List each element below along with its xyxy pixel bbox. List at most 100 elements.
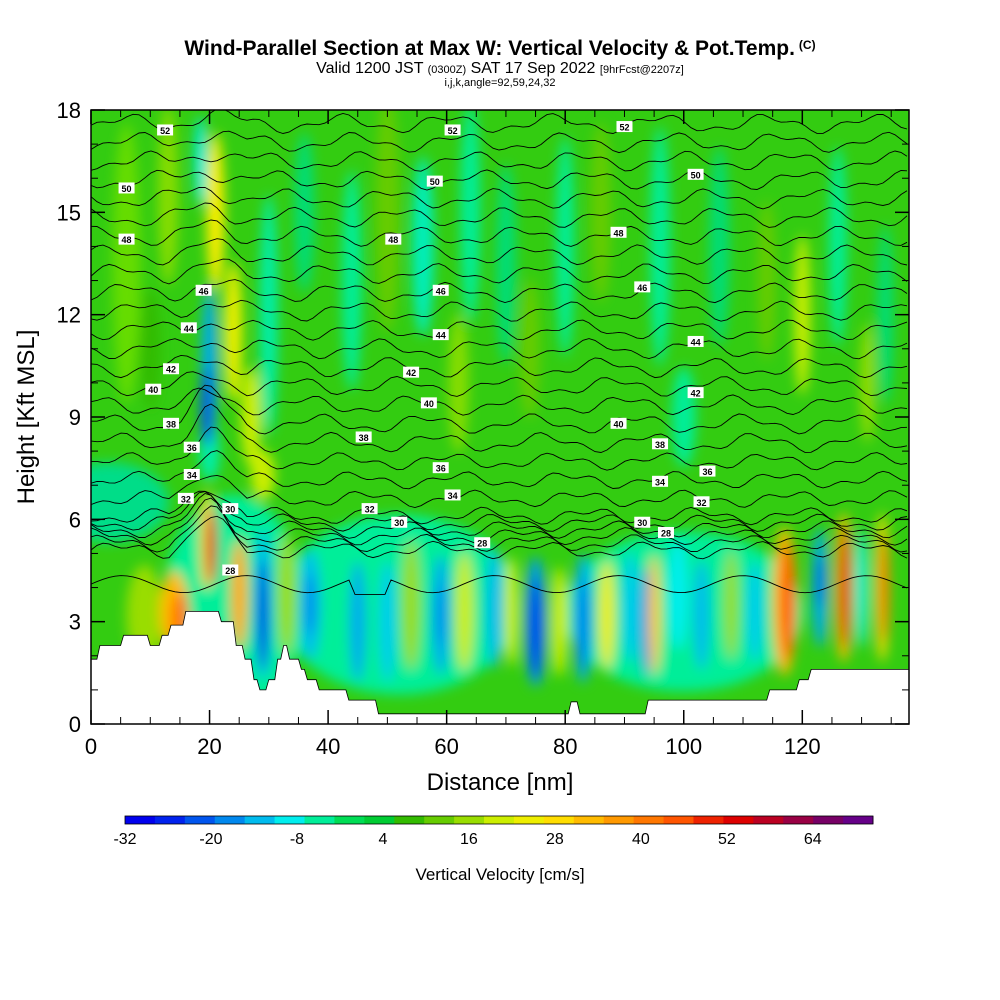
contour-label-text: 28 — [477, 539, 487, 549]
contour-label: 32 — [361, 503, 378, 515]
contour-label-text: 50 — [691, 170, 701, 180]
colorbar-swatch — [214, 816, 246, 824]
terrain-mask — [91, 611, 909, 724]
colorbar-swatch — [813, 816, 844, 824]
colorbar-tick-label: 4 — [378, 831, 387, 848]
x-tick-label: 100 — [665, 734, 702, 759]
contour-label: 34 — [183, 468, 200, 480]
contour-label: 44 — [432, 329, 449, 341]
contour-label: 52 — [157, 124, 174, 136]
colorbar-tick-label: 40 — [632, 831, 650, 848]
contour-label-text: 36 — [187, 443, 197, 453]
contour-label: 46 — [195, 284, 212, 296]
colorbar-swatch — [513, 816, 545, 824]
colorbar-swatch — [633, 816, 665, 824]
contour-label-text: 28 — [661, 528, 671, 538]
colorbar-title: Vertical Velocity [cm/s] — [415, 865, 584, 884]
contour-label: 32 — [177, 492, 194, 504]
colorbar-swatch — [573, 816, 605, 824]
colorbar-swatch — [184, 816, 216, 824]
y-tick-label: 0 — [69, 712, 81, 737]
contour-label-text: 38 — [166, 419, 176, 429]
contour-label-text: 42 — [691, 389, 701, 399]
colorbar-swatch — [244, 816, 276, 824]
contour-label-text: 36 — [436, 464, 446, 474]
colorbar-swatch — [543, 816, 575, 824]
colorbar-swatch — [783, 816, 814, 824]
colorbar-swatch — [364, 816, 395, 824]
contour-label-text: 38 — [655, 440, 665, 450]
y-tick-label: 12 — [57, 303, 81, 328]
colorbar-swatch — [484, 816, 515, 824]
contour-label-text: 46 — [199, 286, 209, 296]
contour-label: 38 — [163, 417, 180, 429]
chart-indices: i,j,k,angle=92,59,24,32 — [444, 77, 556, 89]
contour-label-text: 42 — [166, 365, 176, 375]
contour-label-text: 30 — [637, 518, 647, 528]
copyright-mark: (C) — [798, 38, 816, 52]
colorbar-swatch — [424, 816, 455, 824]
colorbar-swatch — [125, 816, 156, 824]
contour-label-text: 40 — [424, 399, 434, 409]
contour-label: 44 — [687, 335, 704, 347]
colorbar-swatch — [454, 816, 485, 824]
contour-label: 38 — [355, 431, 372, 443]
x-tick-label: 20 — [197, 734, 221, 759]
contour-label-text: 36 — [702, 467, 712, 477]
x-tick-label: 60 — [434, 734, 458, 759]
contour-label: 30 — [222, 503, 239, 515]
contour-label-text: 30 — [394, 518, 404, 528]
contour-label-text: 52 — [448, 126, 458, 136]
contour-label: 32 — [693, 496, 710, 508]
contour-label-text: 32 — [697, 498, 707, 508]
contour-label: 40 — [145, 383, 162, 395]
colorbar-tick-label: -32 — [113, 831, 136, 848]
contour-label-text: 32 — [365, 505, 375, 515]
contour-label-text: 46 — [637, 283, 647, 293]
contour-label-text: 46 — [436, 286, 446, 296]
colorbar-swatch — [753, 816, 784, 824]
contour-label: 40 — [420, 397, 437, 409]
contour-label-text: 30 — [225, 505, 235, 515]
colorbar-swatch — [663, 816, 694, 824]
contour-label: 42 — [403, 366, 420, 378]
contour-label: 34 — [444, 489, 461, 501]
contour-label: 42 — [163, 363, 180, 375]
contour-label: 36 — [699, 465, 716, 477]
colorbar-swatch — [304, 816, 335, 824]
contour-label-text: 40 — [148, 385, 158, 395]
contour-label: 36 — [432, 462, 449, 474]
colorbar-swatch — [693, 816, 724, 824]
contour-label-text: 50 — [122, 184, 132, 194]
colorbar-swatch — [843, 816, 874, 824]
contour-label-text: 40 — [614, 419, 624, 429]
y-tick-label: 6 — [69, 507, 81, 532]
contour-label-text: 32 — [181, 494, 191, 504]
contour-label-text: 44 — [184, 324, 194, 334]
contour-label: 46 — [432, 284, 449, 296]
colorbar-swatch — [603, 816, 635, 824]
x-tick-label: 80 — [553, 734, 577, 759]
contour-label: 50 — [118, 182, 135, 194]
x-tick-label: 120 — [784, 734, 821, 759]
contour-label-text: 48 — [122, 235, 132, 245]
contour-label-text: 48 — [388, 235, 398, 245]
contour-label-text: 48 — [614, 228, 624, 238]
y-tick-label: 9 — [69, 405, 81, 430]
plot-area: 52 52 52 50 50 50 48 48 48 46 46 46 44 44 44 42 42 42 40 40… — [91, 110, 909, 724]
colorbar-swatch — [723, 816, 754, 824]
contour-label: 48 — [610, 226, 627, 238]
y-tick-label: 15 — [57, 200, 81, 225]
contour-label: 40 — [610, 417, 627, 429]
contour-label: 38 — [652, 438, 669, 450]
contour-label-text: 50 — [430, 177, 440, 187]
contour-label-text: 44 — [691, 337, 701, 347]
contour-label: 28 — [474, 537, 491, 549]
x-tick-label: 40 — [316, 734, 340, 759]
y-tick-label: 3 — [69, 610, 81, 635]
colorbar-tick-label: -8 — [290, 831, 304, 848]
chart-subtitle: Valid 1200 JST (0300Z) SAT 17 Sep 2022 [… — [316, 60, 684, 77]
colorbar-tick-label: -20 — [199, 831, 222, 848]
